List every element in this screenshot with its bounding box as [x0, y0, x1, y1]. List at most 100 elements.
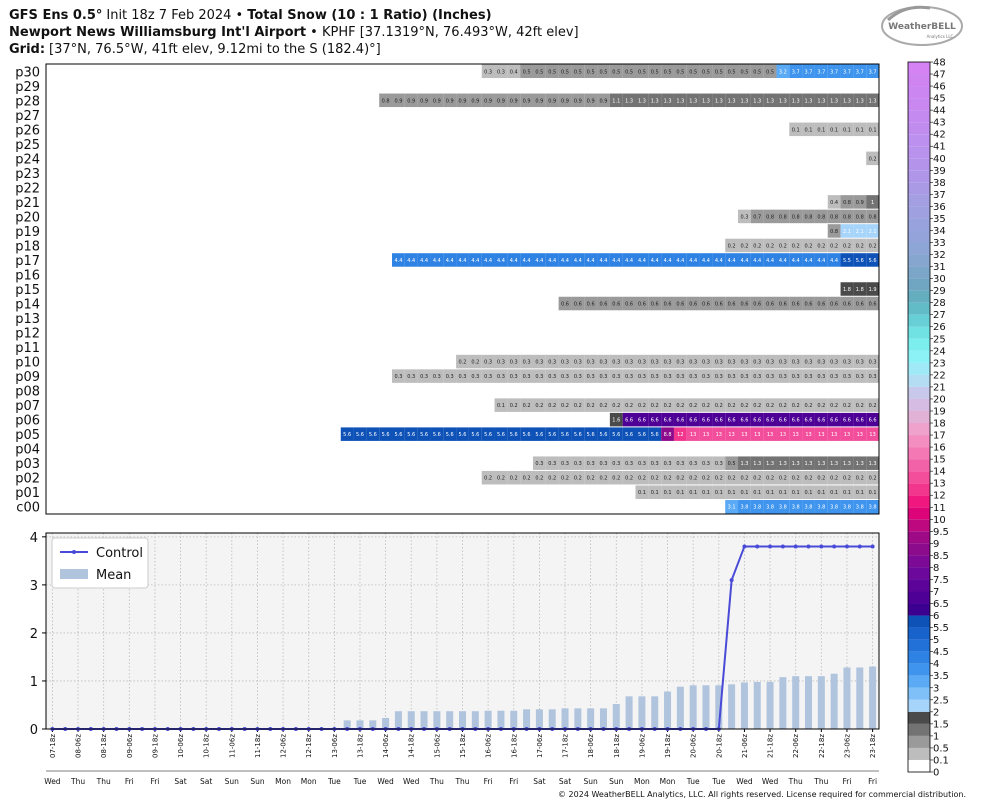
cell-label: 0.6	[612, 302, 620, 308]
y-tick-label: 4	[30, 531, 38, 546]
cell-label: 13	[754, 432, 760, 438]
heat-cell	[648, 470, 662, 485]
heat-cell	[712, 427, 726, 441]
heat-cell	[597, 369, 610, 383]
cell-label: 0.3	[612, 374, 620, 380]
cell-label: 0.2	[843, 403, 851, 409]
cell-label: 1.8	[843, 287, 851, 293]
heat-cell	[584, 427, 598, 441]
y-tick-label: 2	[30, 627, 38, 642]
heat-cell	[699, 470, 713, 485]
colorbar-label: 22	[933, 370, 946, 381]
heat-cell	[648, 253, 662, 267]
weekday-label: Sun	[609, 777, 624, 786]
heat-cell	[738, 209, 751, 224]
cell-label: 5.6	[651, 432, 659, 438]
heat-cell	[814, 456, 828, 470]
heat-cell	[827, 470, 841, 485]
weekday-label: Mon	[660, 777, 676, 786]
heat-cell	[507, 427, 521, 441]
cell-label: 0.5	[740, 69, 748, 75]
cell-label: 0.1	[792, 127, 800, 133]
heat-cell	[545, 456, 559, 470]
heat-cell	[814, 122, 828, 137]
heat-cell	[712, 354, 726, 369]
heat-cell	[827, 456, 841, 470]
heat-cell	[789, 354, 803, 369]
cell-label: 0.2	[817, 243, 825, 249]
colorbar-band	[908, 134, 930, 147]
heat-cell	[840, 499, 854, 514]
cell-label: 0.3	[792, 374, 800, 380]
cell-label: 0.2	[766, 403, 774, 409]
bar	[843, 667, 851, 729]
heat-cell	[545, 398, 559, 412]
heat-cell	[686, 470, 700, 485]
heat-cell	[814, 354, 828, 369]
cell-label: 6.6	[753, 418, 761, 424]
heat-cell	[520, 93, 533, 108]
heat-cell	[456, 253, 469, 267]
row-label: p30	[15, 65, 40, 80]
cell-label: 0.6	[638, 302, 646, 308]
heat-cell	[814, 253, 828, 267]
colorbar-label: 16	[933, 443, 946, 454]
cell-label: 1.8	[856, 287, 864, 293]
point	[729, 578, 734, 583]
heat-cell	[814, 470, 828, 485]
heat-cell	[584, 296, 598, 311]
heat-cell	[558, 456, 572, 470]
heat-cell	[481, 470, 495, 485]
colorbar-band	[908, 471, 930, 484]
heat-cell	[725, 427, 739, 441]
point	[870, 544, 875, 549]
cell-label: 2.1	[856, 229, 864, 235]
cell-label: 0.1	[843, 127, 851, 133]
y-tick-label: 0	[30, 723, 38, 738]
cell-label: 0.3	[561, 374, 569, 380]
cell-label: 0.1	[497, 403, 505, 409]
colorbar-label: 40	[933, 154, 946, 165]
colorbar-band	[908, 230, 930, 243]
heat-cell	[622, 93, 636, 108]
heat-cell	[712, 412, 726, 427]
row-label: p22	[15, 181, 40, 196]
heat-cell	[494, 354, 508, 369]
heat-cell	[840, 354, 854, 369]
heat-cell	[827, 427, 841, 441]
colorbar-label: 11	[933, 503, 946, 514]
header-line-1: GFS Ens 0.5° Init 18z 7 Feb 2024 • Total S…	[9, 8, 492, 23]
x-tick-label: 08-06z	[75, 734, 83, 758]
heat-cell	[840, 195, 854, 209]
colorbar-label: 42	[933, 130, 946, 141]
x-tick-label: 14-18z	[408, 734, 416, 758]
cell-label: 0.1	[830, 127, 838, 133]
heat-cell	[661, 354, 674, 369]
heat-cell	[597, 456, 610, 470]
cell-label: 0.3	[625, 360, 633, 366]
row-label: p10	[15, 356, 40, 371]
cell-label: 0.6	[869, 302, 877, 308]
bar	[548, 709, 556, 729]
cell-label: 4.4	[561, 258, 569, 264]
colorbar-label: 0	[933, 768, 939, 779]
cell-label: 0.2	[792, 476, 800, 482]
cell-label: 0.9	[420, 98, 428, 104]
heat-cell	[468, 93, 482, 108]
cell-label: 0.2	[728, 243, 736, 249]
heat-cell	[673, 296, 687, 311]
cell-label: 0.2	[715, 476, 723, 482]
heat-cell	[776, 398, 790, 412]
cell-label: 1.3	[805, 461, 813, 467]
cell-label: 1.3	[766, 461, 774, 467]
cell-label: 4.4	[535, 258, 543, 264]
heat-cell	[661, 427, 674, 441]
colorbar-label: 8.5	[933, 551, 949, 562]
cell-label: 5.6	[561, 432, 569, 438]
cell-label: 0.4	[830, 200, 838, 206]
cell-label: 0.2	[587, 403, 595, 409]
cell-label: 3.7	[817, 69, 825, 75]
heat-cell	[840, 470, 854, 485]
cell-label: 0.1	[779, 490, 787, 496]
cell-label: 5.6	[535, 432, 543, 438]
